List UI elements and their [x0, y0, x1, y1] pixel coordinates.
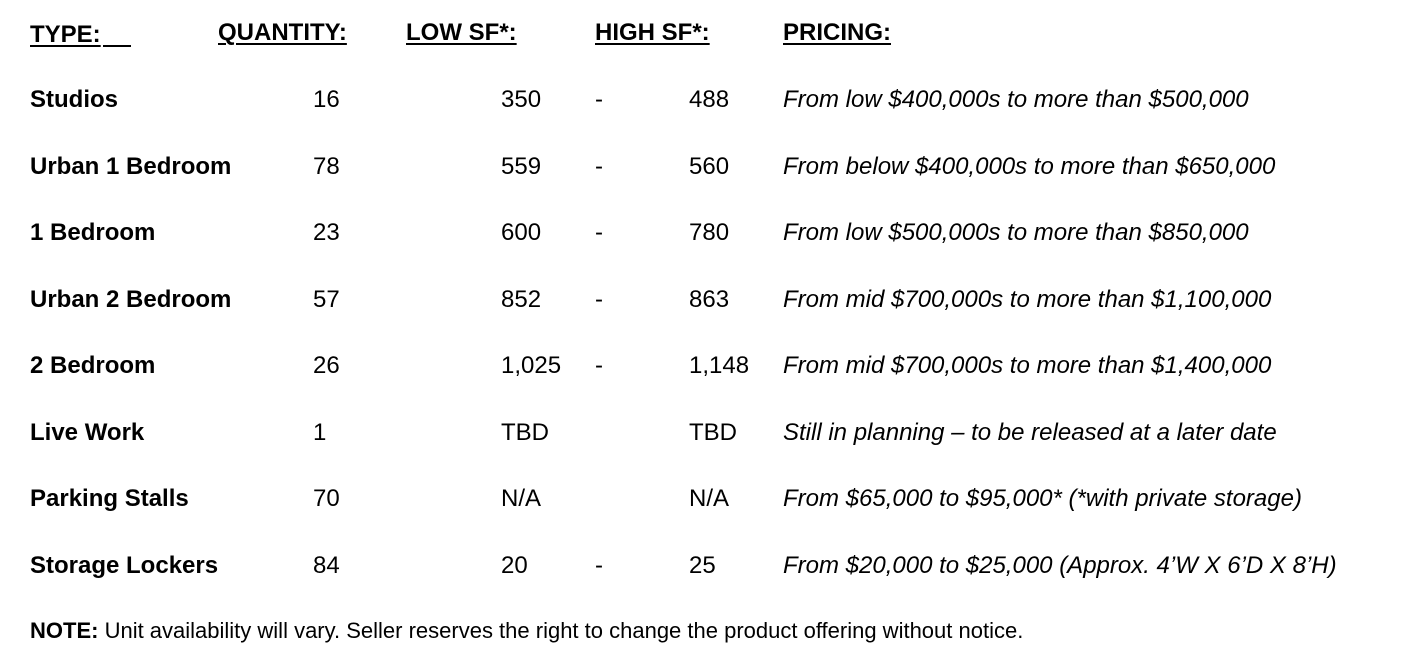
- row-quantity: 57: [313, 286, 340, 313]
- row-quantity: 16: [313, 86, 340, 113]
- row-quantity: 23: [313, 219, 340, 246]
- row-high-sf: 1,148: [689, 352, 750, 379]
- row-high-sf: 780: [689, 219, 730, 246]
- row-dash: -: [595, 219, 603, 246]
- row-low-sf: 559: [501, 153, 542, 180]
- row-dash: -: [595, 153, 603, 180]
- row-dash: -: [595, 286, 603, 313]
- row-type: 2 Bedroom: [30, 352, 156, 379]
- row-pricing: From $65,000 to $95,000* (*with private …: [783, 485, 1302, 512]
- row-dash: -: [595, 552, 603, 579]
- row-low-sf: 600: [501, 219, 542, 246]
- header-pricing: PRICING:: [783, 19, 891, 46]
- row-type: Storage Lockers: [30, 552, 219, 579]
- header-low-sf: LOW SF*:: [406, 19, 517, 46]
- row-pricing: From below $400,000s to more than $650,0…: [783, 153, 1276, 180]
- row-type: Urban 1 Bedroom: [30, 153, 232, 180]
- row-quantity: 78: [313, 153, 340, 180]
- footnote-text: Unit availability will vary. Seller rese…: [98, 618, 1024, 643]
- row-type: Live Work: [30, 419, 145, 446]
- row-high-sf: 863: [689, 286, 730, 313]
- row-pricing: From $20,000 to $25,000 (Approx. 4’W X 6…: [783, 552, 1337, 579]
- footnote: NOTE: Unit availability will vary. Selle…: [30, 616, 1023, 646]
- row-high-sf: 488: [689, 86, 730, 113]
- header-type-label: TYPE:: [30, 21, 101, 48]
- row-quantity: 70: [313, 485, 340, 512]
- row-high-sf: 25: [689, 552, 716, 579]
- row-high-sf: 560: [689, 153, 730, 180]
- row-low-sf: TBD: [501, 419, 549, 446]
- row-pricing: From mid $700,000s to more than $1,100,0…: [783, 286, 1272, 313]
- row-low-sf: 852: [501, 286, 542, 313]
- row-low-sf: N/A: [501, 485, 542, 512]
- row-type: Parking Stalls: [30, 485, 189, 512]
- header-high-sf: HIGH SF*:: [595, 19, 710, 46]
- row-dash: -: [595, 86, 603, 113]
- row-pricing: Still in planning – to be released at a …: [783, 419, 1277, 446]
- row-pricing: From low $500,000s to more than $850,000: [783, 219, 1249, 246]
- row-quantity: 26: [313, 352, 340, 379]
- header-type: TYPE:: [30, 18, 131, 50]
- row-type: 1 Bedroom: [30, 219, 156, 246]
- row-type: Studios: [30, 86, 118, 113]
- header-quantity: QUANTITY:: [218, 19, 347, 46]
- row-pricing: From low $400,000s to more than $500,000: [783, 86, 1249, 113]
- row-low-sf: 350: [501, 86, 542, 113]
- row-dash: -: [595, 352, 603, 379]
- row-type: Urban 2 Bedroom: [30, 286, 232, 313]
- row-high-sf: N/A: [689, 485, 730, 512]
- row-pricing: From mid $700,000s to more than $1,400,0…: [783, 352, 1272, 379]
- row-low-sf: 20: [501, 552, 528, 579]
- row-high-sf: TBD: [689, 419, 737, 446]
- row-low-sf: 1,025: [501, 352, 562, 379]
- row-quantity: 1: [313, 419, 327, 446]
- header-type-underline: [102, 23, 131, 47]
- row-quantity: 84: [313, 552, 340, 579]
- footnote-label: NOTE:: [30, 618, 99, 643]
